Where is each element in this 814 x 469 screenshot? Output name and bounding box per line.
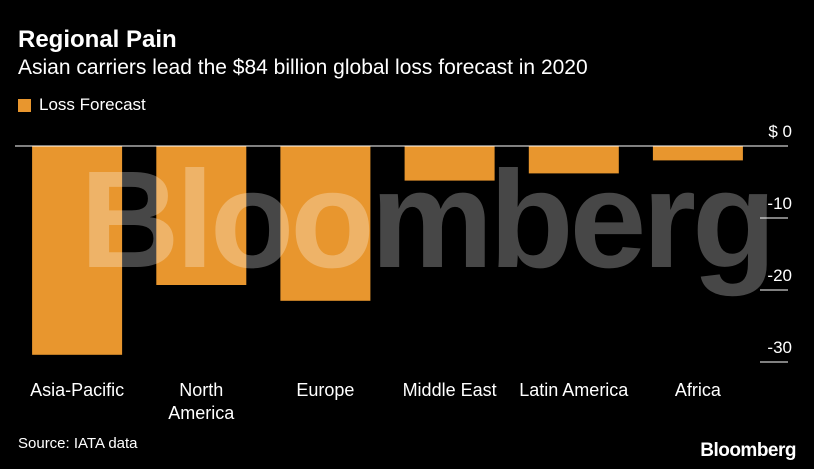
y-tick-label: $ 0 xyxy=(768,122,792,141)
bar-middle-east xyxy=(405,146,495,181)
bar-asia-pacific xyxy=(32,146,122,355)
x-tick-label: Africa xyxy=(675,380,722,400)
y-tick-label: -20 xyxy=(767,266,792,285)
source-note: Source: IATA data xyxy=(18,435,138,453)
x-tick-label: Middle East xyxy=(403,380,497,400)
y-tick-label: -30 xyxy=(767,338,792,357)
bar-north-america xyxy=(156,146,246,285)
bar-europe xyxy=(280,146,370,301)
x-tick-label: Asia-Pacific xyxy=(30,380,124,400)
bar-latin-america xyxy=(529,146,619,173)
bar-africa xyxy=(653,146,743,160)
bloomberg-logo: Bloomberg xyxy=(700,440,796,462)
x-tick-label: America xyxy=(168,403,235,423)
x-tick-label: North xyxy=(179,380,223,400)
x-tick-label: Europe xyxy=(296,380,354,400)
y-tick-label: -10 xyxy=(767,194,792,213)
x-tick-label: Latin America xyxy=(519,380,629,400)
